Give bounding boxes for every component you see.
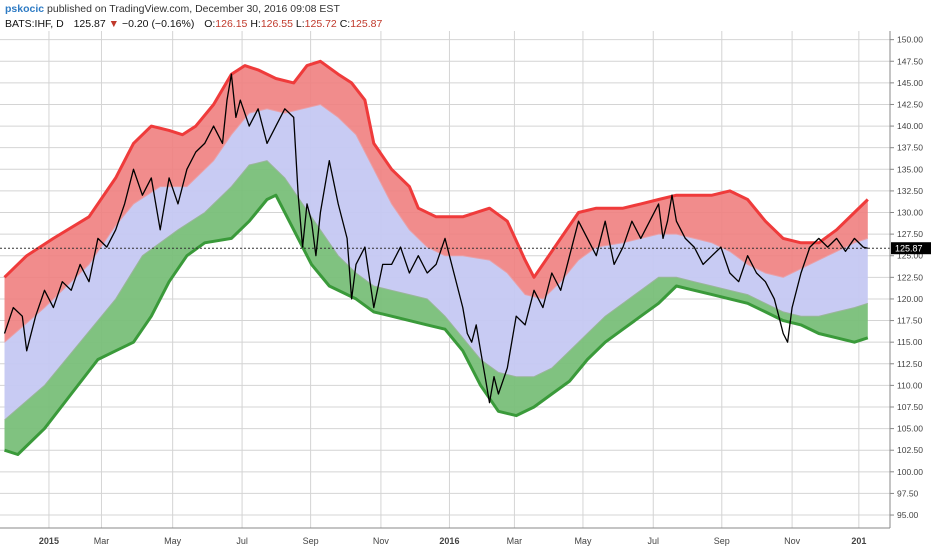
high-value: 126.55 <box>260 18 293 30</box>
price-badge <box>891 242 931 255</box>
y-tick-label: 150.00 <box>897 35 923 45</box>
y-tick-label: 137.50 <box>897 143 923 153</box>
x-tick-label: 201 <box>851 536 866 546</box>
y-tick-label: 145.00 <box>897 78 923 88</box>
low-label: L: <box>295 18 305 30</box>
x-tick-label: Jul <box>648 536 660 546</box>
down-arrow-icon: ▼ <box>108 18 120 30</box>
x-tick-label: Sep <box>714 536 730 546</box>
y-tick-label: 130.00 <box>897 208 923 218</box>
lower-band-line <box>4 193 869 456</box>
ohlc-legend: BATS:IHF, D 125.87 ▼ −0.20 (−0.16%) O:12… <box>5 17 885 31</box>
y-tick-label: 142.50 <box>897 99 923 109</box>
low-value: 125.72 <box>304 18 337 30</box>
price-change: −0.20 (−0.16%) <box>121 18 195 30</box>
symbol-label[interactable]: BATS:IHF, D <box>5 18 64 30</box>
y-tick-label: 147.50 <box>897 56 923 66</box>
price-badge-label: 125.87 <box>895 244 923 254</box>
last-price: 125.87 <box>73 18 106 30</box>
y-tick-label: 140.00 <box>897 121 923 131</box>
x-tick-label: Nov <box>373 536 390 546</box>
x-tick-label: 2016 <box>439 536 459 546</box>
publication-info: published on TradingView.com, December 3… <box>47 3 340 15</box>
y-tick-label: 112.50 <box>897 359 923 369</box>
publication-line: pskocic published on TradingView.com, De… <box>5 2 885 16</box>
y-tick-label: 115.00 <box>897 337 923 347</box>
y-tick-label: 117.50 <box>897 316 923 326</box>
y-tick-label: 102.50 <box>897 445 923 455</box>
y-tick-label: 127.50 <box>897 229 923 239</box>
upper-band-line <box>3 59 869 279</box>
x-tick-label: Mar <box>507 536 523 546</box>
x-tick-label: 2015 <box>39 536 59 546</box>
x-tick-label: May <box>164 536 182 546</box>
open-label: O: <box>204 18 216 30</box>
author-link[interactable]: pskocic <box>5 3 45 15</box>
y-tick-label: 132.50 <box>897 186 923 196</box>
high-label: H: <box>250 18 261 30</box>
x-tick-label: May <box>574 536 592 546</box>
y-tick-label: 95.00 <box>897 510 919 520</box>
close-value: 125.87 <box>350 18 383 30</box>
y-tick-label: 100.00 <box>897 467 923 477</box>
close-label: C: <box>339 18 351 30</box>
upper-mid-line <box>4 103 868 343</box>
y-tick-label: 110.00 <box>897 380 923 390</box>
y-tick-label: 135.00 <box>897 164 923 174</box>
price-line <box>3 73 868 404</box>
x-tick-label: Jul <box>236 536 248 546</box>
y-tick-label: 122.50 <box>897 272 923 282</box>
chart-header: pskocic published on TradingView.com, De… <box>5 2 885 31</box>
y-tick-label: 105.00 <box>897 424 923 434</box>
y-tick-label: 125.00 <box>897 251 923 261</box>
y-tick-label: 107.50 <box>897 402 923 412</box>
y-tick-label: 120.00 <box>897 294 923 304</box>
y-tick-label: 97.50 <box>897 488 919 498</box>
x-tick-label: Sep <box>303 536 319 546</box>
open-value: 126.15 <box>215 18 248 30</box>
upper-band-fill <box>4 61 868 343</box>
x-tick-label: Nov <box>784 536 801 546</box>
x-tick-label: Mar <box>94 536 110 546</box>
lower-mid-line <box>4 160 868 421</box>
